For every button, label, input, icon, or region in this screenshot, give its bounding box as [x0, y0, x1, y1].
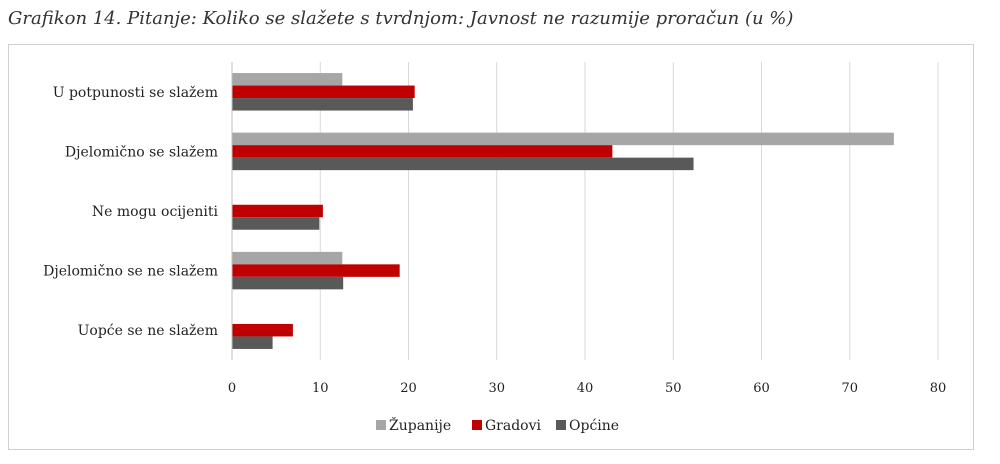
legend-swatch-zupanije: [376, 420, 386, 430]
chart-frame: [8, 44, 974, 450]
gridlines: [319, 62, 939, 360]
x-tick-label: 10: [312, 381, 329, 396]
bar-opcine-djelomicno-se-ne-slazem: [232, 276, 344, 290]
bars: [232, 73, 894, 349]
bar-opcine-u-potpunosti-se-slazem: [232, 98, 413, 111]
category-label: Djelomično se slažem: [65, 144, 218, 160]
legend-swatch-opcine: [556, 420, 566, 430]
bar-opcine-uopce-se-ne-slazem: [232, 336, 273, 349]
x-tick-label: 0: [228, 381, 236, 396]
bar-gradovi-u-potpunosti-se-slazem: [232, 85, 415, 99]
x-tick-label: 70: [841, 381, 858, 396]
legend-label-zupanije: Županije: [389, 416, 451, 434]
bar-opcine-ne-mogu-ocijeniti: [232, 217, 320, 230]
tick-labels: 0 10 20 30 40 50 60 70 80: [228, 381, 946, 396]
bar-gradovi-ne-mogu-ocijeniti: [232, 204, 323, 218]
x-tick-label: 30: [488, 381, 505, 396]
category-label: Ne mogu ocijeniti: [92, 204, 219, 220]
category-labels: U potpunosti se slažem Djelomično se slaž…: [43, 85, 218, 339]
x-tick-label: 50: [665, 381, 682, 396]
legend-swatch-gradovi: [472, 420, 482, 430]
bar-zupanije-djelomicno-se-ne-slazem: [232, 251, 343, 265]
bar-zupanije-u-potpunosti-se-slazem: [232, 73, 343, 86]
bar-opcine-djelomicno-se-slazem: [232, 157, 694, 171]
chart-title: Grafikon 14. Pitanje: Koliko se slažete …: [8, 8, 794, 29]
bar-zupanije-djelomicno-se-slazem: [232, 132, 894, 146]
x-tick-label: 20: [400, 381, 417, 396]
legend: Županije Gradovi Općine: [376, 416, 619, 434]
bar-gradovi-djelomicno-se-slazem: [232, 145, 613, 158]
bar-gradovi-djelomicno-se-ne-slazem: [232, 264, 400, 277]
bar-gradovi-uopce-se-ne-slazem: [232, 323, 293, 337]
x-tick-label: 40: [577, 381, 594, 396]
category-label: Djelomično se ne slažem: [43, 264, 218, 280]
x-tick-label: 60: [753, 381, 770, 396]
legend-label-gradovi: Gradovi: [485, 418, 542, 434]
category-label: U potpunosti se slažem: [53, 85, 218, 101]
legend-label-opcine: Općine: [569, 418, 619, 434]
x-tick-label: 80: [930, 381, 947, 396]
category-label: Uopće se ne slažem: [78, 323, 218, 339]
